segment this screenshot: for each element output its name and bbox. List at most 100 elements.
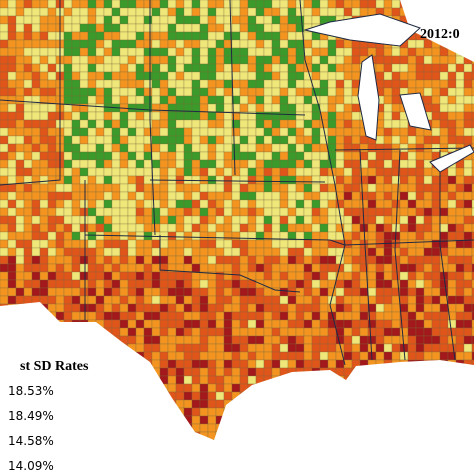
county	[271, 63, 281, 73]
county	[271, 303, 281, 313]
county	[399, 63, 409, 73]
county	[343, 175, 353, 185]
county	[247, 327, 257, 337]
county	[383, 303, 393, 313]
county	[455, 351, 465, 361]
county	[239, 199, 249, 209]
county	[303, 287, 313, 297]
county	[199, 119, 209, 129]
county	[247, 343, 257, 353]
county	[263, 327, 273, 337]
county	[303, 47, 313, 57]
county	[239, 255, 249, 265]
county	[7, 63, 17, 73]
county	[375, 143, 385, 153]
county	[0, 127, 9, 137]
county	[23, 87, 33, 97]
county	[295, 263, 305, 273]
county	[71, 239, 81, 249]
county	[375, 247, 385, 257]
county	[143, 151, 153, 161]
county	[399, 263, 409, 273]
county	[343, 351, 353, 361]
county	[151, 111, 161, 121]
county	[303, 39, 313, 49]
county	[191, 55, 201, 65]
county	[223, 263, 233, 273]
county	[335, 359, 345, 369]
county	[47, 183, 57, 193]
county	[183, 255, 193, 265]
county	[191, 103, 201, 113]
county	[255, 351, 265, 361]
state-border	[159, 235, 301, 293]
county	[63, 95, 73, 105]
county	[143, 207, 153, 217]
county	[311, 191, 321, 201]
county	[127, 95, 137, 105]
county	[183, 15, 193, 25]
county	[71, 199, 81, 209]
county	[271, 167, 281, 177]
county	[255, 79, 265, 89]
county	[79, 199, 89, 209]
county	[391, 271, 401, 281]
county	[127, 103, 137, 113]
county	[335, 79, 345, 89]
county	[319, 335, 329, 345]
county	[183, 327, 193, 337]
county	[119, 127, 129, 137]
county	[439, 335, 449, 345]
county	[87, 111, 97, 121]
county	[439, 311, 449, 321]
county	[87, 71, 97, 81]
county	[271, 367, 281, 377]
county	[135, 343, 145, 353]
county	[175, 303, 185, 313]
county	[119, 143, 129, 153]
county	[391, 127, 401, 137]
county	[359, 343, 369, 353]
county	[47, 255, 57, 265]
county	[255, 23, 265, 33]
county	[103, 111, 113, 121]
county	[191, 23, 201, 33]
county	[407, 223, 417, 233]
county	[7, 279, 17, 289]
county	[359, 207, 369, 217]
county	[351, 255, 361, 265]
county	[375, 271, 385, 281]
county	[279, 39, 289, 49]
county	[255, 103, 265, 113]
county	[159, 135, 169, 145]
county	[191, 95, 201, 105]
county	[231, 287, 241, 297]
county	[255, 271, 265, 281]
county	[303, 79, 313, 89]
county	[439, 47, 449, 57]
state-border	[229, 0, 236, 176]
county	[279, 47, 289, 57]
county	[167, 335, 177, 345]
county	[335, 287, 345, 297]
county	[215, 23, 225, 33]
county	[351, 55, 361, 65]
county	[167, 79, 177, 89]
county	[303, 295, 313, 305]
county	[223, 367, 233, 377]
county	[431, 143, 441, 153]
county	[247, 7, 257, 17]
county	[255, 31, 265, 41]
county	[79, 239, 89, 249]
county	[183, 287, 193, 297]
county	[47, 135, 57, 145]
county	[319, 55, 329, 65]
county	[415, 47, 425, 57]
county	[55, 183, 65, 193]
county	[439, 207, 449, 217]
county	[223, 183, 233, 193]
county	[175, 375, 185, 385]
county	[215, 151, 225, 161]
county	[39, 271, 49, 281]
county	[175, 255, 185, 265]
